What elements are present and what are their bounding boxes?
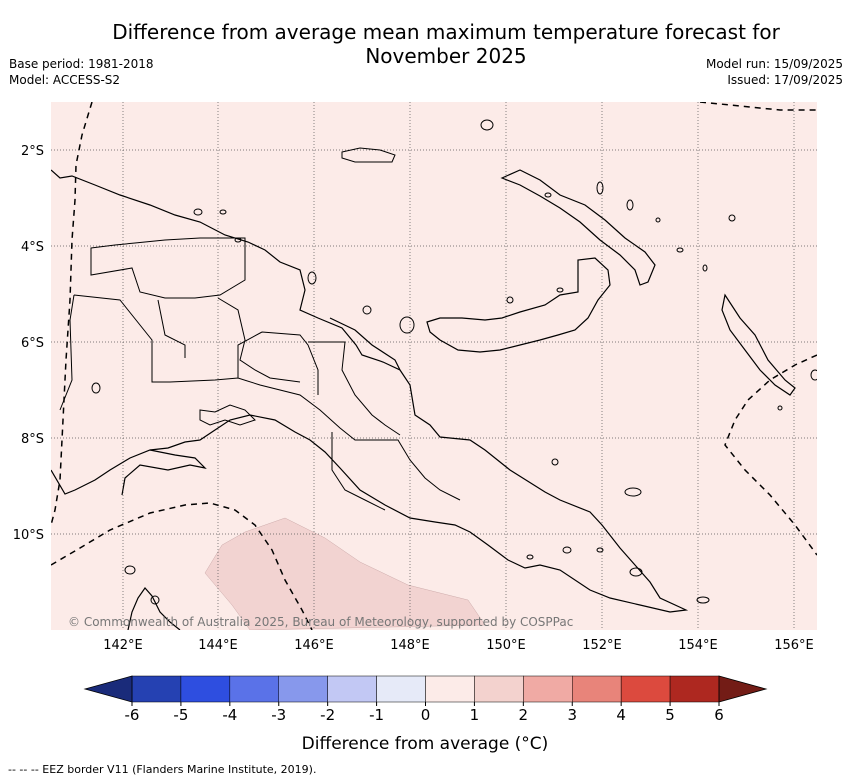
lon-label: 150°E bbox=[486, 638, 526, 653]
map-background bbox=[51, 102, 817, 630]
colorbar-cell bbox=[278, 675, 328, 703]
eez-borders bbox=[51, 102, 817, 630]
lat-label: 4°S bbox=[21, 240, 44, 255]
colorbar-cell bbox=[425, 675, 475, 703]
map-layer bbox=[51, 102, 817, 630]
manus-island bbox=[341, 147, 396, 163]
colorbar-cell bbox=[572, 675, 622, 703]
lon-label: 144°E bbox=[198, 638, 238, 653]
colorbar-tick-label: 5 bbox=[665, 706, 675, 724]
base-period-text: Base period: 1981-2018 bbox=[9, 57, 154, 71]
colorbar-under-arrow bbox=[83, 675, 133, 703]
new-ireland bbox=[500, 169, 656, 286]
colorbar-cell bbox=[229, 675, 279, 703]
colorbar-tick-label: 4 bbox=[616, 706, 626, 724]
colorbar-cell bbox=[327, 675, 377, 703]
longitude-labels: 142°E 144°E 146°E 148°E 150°E 152°E 154°E 156°E bbox=[103, 638, 814, 653]
lat-label: 8°S bbox=[21, 432, 44, 447]
colorbar-tick-label: -1 bbox=[369, 706, 384, 724]
meta-left: Base period: 1981-2018 Model: ACCESS-S2 bbox=[9, 56, 154, 88]
colorbar-cell bbox=[474, 675, 524, 703]
colorbar-over-arrow bbox=[718, 675, 768, 703]
lon-label: 142°E bbox=[103, 638, 143, 653]
colorbar-cell bbox=[131, 675, 182, 703]
huon-peninsula bbox=[329, 317, 401, 371]
colorbar-tick-label: -4 bbox=[222, 706, 237, 724]
new-guinea-south-coast bbox=[121, 449, 207, 496]
province-borders bbox=[59, 237, 461, 511]
lon-label: 148°E bbox=[390, 638, 430, 653]
colorbar-cell bbox=[620, 675, 671, 703]
bougainville bbox=[721, 293, 796, 396]
chart-title: Difference from average mean maximum tem… bbox=[112, 20, 780, 68]
lat-label: 2°S bbox=[21, 144, 44, 159]
colorbar-tick-label: -2 bbox=[320, 706, 335, 724]
small-islands bbox=[91, 119, 817, 605]
new-guinea-coastline bbox=[51, 169, 689, 613]
model-text: Model: ACCESS-S2 bbox=[9, 73, 121, 87]
fly-river-delta bbox=[199, 404, 256, 426]
colorbar-cell bbox=[376, 675, 426, 703]
anomaly-patch bbox=[204, 517, 486, 630]
issued-text: Issued: 17/09/2025 bbox=[727, 73, 843, 87]
copyright-text: © Commonwealth of Australia 2025, Bureau… bbox=[68, 615, 573, 629]
meta-right: Model run: 15/09/2025 Issued: 17/09/2025 bbox=[706, 56, 843, 88]
colorbar-tick-label: -6 bbox=[125, 706, 140, 724]
colorbar-label: Difference from average (°C) bbox=[302, 734, 549, 754]
colorbar-cell bbox=[669, 675, 720, 703]
lon-label: 154°E bbox=[678, 638, 718, 653]
lon-label: 152°E bbox=[582, 638, 622, 653]
colorbar-tick-label: 6 bbox=[714, 706, 724, 724]
model-run-text: Model run: 15/09/2025 bbox=[705, 57, 843, 71]
lat-label: 6°S bbox=[21, 336, 44, 351]
colorbar: -6 -5 -4 -3 -2 -1 0 1 2 3 4 5 6 Difference from aver… bbox=[83, 675, 768, 754]
lon-label: 156°E bbox=[774, 638, 814, 653]
colorbar-tick-label: 1 bbox=[470, 706, 480, 724]
colorbar-cell bbox=[523, 675, 573, 703]
colorbar-tick-label: -3 bbox=[271, 706, 286, 724]
colorbar-tick-label: 3 bbox=[567, 706, 577, 724]
cape-york bbox=[127, 587, 181, 630]
eez-footnote: -- -- -- EEZ border V11 (Flanders Marine… bbox=[8, 763, 317, 776]
lat-label: 10°S bbox=[13, 528, 44, 543]
colorbar-tick-label: -5 bbox=[173, 706, 188, 724]
colorbar-tick-label: 0 bbox=[421, 706, 431, 724]
colorbar-tick-label: 2 bbox=[519, 706, 529, 724]
lon-label: 146°E bbox=[294, 638, 334, 653]
new-britain bbox=[426, 257, 611, 353]
colorbar-cell bbox=[180, 675, 231, 703]
latitude-labels: 2°S 4°S 6°S 8°S 10°S bbox=[13, 144, 44, 543]
